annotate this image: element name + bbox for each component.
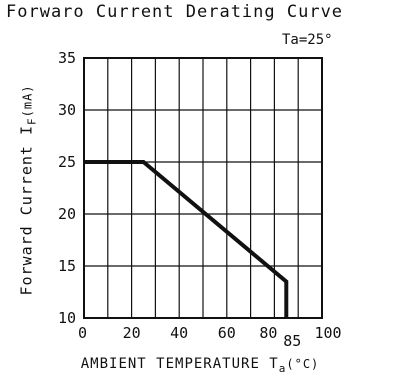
chart-title: Forwaro Current Derating Curve <box>6 2 344 22</box>
curve-group <box>84 160 289 318</box>
x-tick-label: 40 <box>170 324 188 342</box>
x-tick-label: 60 <box>218 324 236 342</box>
x-tick-label: 20 <box>123 324 141 342</box>
x-axis-label-text: AMBIENT TEMPERATURE T <box>80 356 279 372</box>
y-tick-label: 15 <box>58 257 76 275</box>
test-condition: Ta=25° <box>282 32 333 48</box>
y-tick-label: 35 <box>58 49 76 67</box>
y-tick-label: 20 <box>58 205 76 223</box>
x-tick-label: 100 <box>314 324 341 342</box>
x-axis-label: AMBIENT TEMPERATURE Ta(°C) <box>81 356 320 375</box>
y-tick-label: 30 <box>58 101 76 119</box>
x-tick-label: 85 <box>283 332 301 350</box>
x-axis-label-unit: (°C) <box>286 357 320 371</box>
y-tick-label: 25 <box>58 153 76 171</box>
y-tick-label: 10 <box>58 309 76 327</box>
plot-frame <box>83 57 323 319</box>
derating-curve <box>84 160 289 318</box>
x-tick-label: 0 <box>78 324 87 342</box>
x-axis-label-subscript: a <box>278 361 287 375</box>
x-tick-label: 80 <box>259 324 277 342</box>
tick-labels: 10 15 20 25 30 35 0 20 40 60 80 85 100 <box>58 49 342 350</box>
